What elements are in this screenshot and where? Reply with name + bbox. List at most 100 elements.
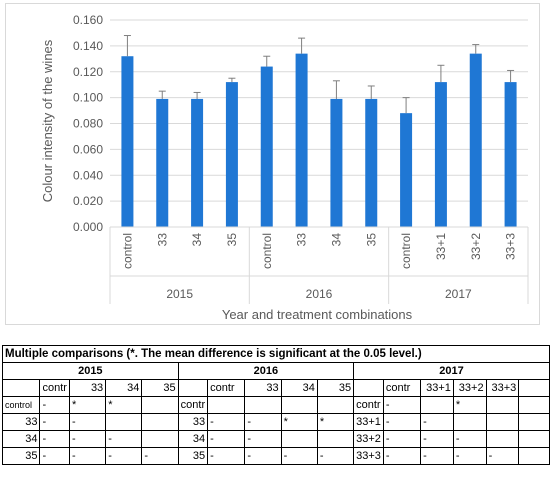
column-header: 35 (316, 379, 355, 397)
comparison-cell: - (420, 447, 454, 465)
error-bar (263, 55, 271, 67)
comparison-cell: - (207, 430, 246, 448)
comparison-cell (452, 413, 487, 431)
comparison-cell: - (452, 447, 487, 465)
table-row: 35- - - -35- - - -33+3- - - - (1, 447, 550, 465)
row-label: contr (353, 396, 384, 414)
comparison-cell (280, 396, 318, 414)
x-category-label: 35 (364, 233, 378, 247)
y-tick-label: 0.000 (73, 220, 103, 234)
comparison-cell: - (68, 447, 107, 465)
bar (504, 82, 517, 227)
comparison-cell: - (207, 413, 246, 431)
column-header: 33+3 (485, 379, 520, 397)
column-header: 34 (105, 379, 143, 397)
bar (225, 82, 238, 227)
year-header-2016: 2016 (177, 362, 355, 380)
bar (469, 53, 482, 228)
column-header: contr (39, 379, 70, 397)
row-label: 34 (1, 430, 41, 448)
comparison-cell (141, 413, 179, 431)
comparison-cell: * (280, 413, 318, 431)
y-tick-label: 0.080 (73, 117, 103, 131)
empty-cell (518, 430, 550, 448)
comparison-cell: - (382, 430, 422, 448)
table-header-row: contr 33 34 35 contr 33 34 35 contr 33+1 33+2 33+3 (1, 379, 550, 397)
year-header-2017: 2017 (353, 362, 550, 380)
comparison-cell (485, 430, 520, 448)
corner-cell (1, 379, 41, 397)
x-category-label: 34 (190, 233, 204, 247)
column-header: contr (207, 379, 246, 397)
column-header: 33+2 (452, 379, 487, 397)
comparison-cell: - (68, 413, 107, 431)
x-group-label: 2016 (306, 287, 333, 301)
comparison-cell (485, 413, 520, 431)
y-tick-label: 0.140 (73, 39, 103, 53)
comparison-cell: - (382, 447, 422, 465)
x-category-label: 33+1 (434, 233, 448, 260)
comparison-cell: - (280, 447, 318, 465)
table-title: Multiple comparisons (*. The mean differ… (2, 345, 550, 363)
row-label: 35 (177, 447, 209, 465)
comparison-cell: * (316, 413, 355, 431)
column-header: 33 (244, 379, 282, 397)
table-row: 34- - -34- -33+2- - - (1, 430, 550, 448)
comparison-cell: - (420, 430, 454, 448)
row-label: control (1, 396, 41, 414)
x-group-label: 2015 (166, 287, 193, 301)
empty-cell (518, 396, 550, 414)
comparison-cell (105, 413, 143, 431)
bar (260, 66, 273, 227)
y-tick-label: 0.060 (73, 142, 103, 156)
error-bar (367, 85, 375, 99)
row-label: 33+3 (353, 447, 384, 465)
comparison-cell: - (316, 447, 355, 465)
comparison-cell (420, 396, 454, 414)
year-header-2015: 2015 (2, 362, 179, 380)
comparison-cell (280, 430, 318, 448)
bar (191, 98, 204, 227)
y-tick-label: 0.100 (73, 91, 103, 105)
comparison-cell: - (452, 430, 487, 448)
comparison-cell: - (382, 396, 422, 414)
column-header: contr (382, 379, 422, 397)
error-bar (507, 69, 515, 83)
chart-area: 0.000 0.020 0.040 0.060 0.080 0.100 0.120 0.140… (5, 3, 540, 325)
y-tick-label: 0.120 (73, 65, 103, 79)
column-header: 33 (68, 379, 107, 397)
comparison-cell: - (420, 413, 454, 431)
multiple-comparisons-table: Multiple comparisons (*. The mean differ… (1, 345, 550, 465)
bar (330, 98, 343, 227)
y-tick-label: 0.040 (73, 168, 103, 182)
row-label: 33+2 (353, 430, 384, 448)
corner-cell (353, 379, 384, 397)
x-group-label: 2017 (445, 287, 472, 301)
comparison-cell: - (207, 447, 246, 465)
comparison-cell (141, 430, 179, 448)
comparison-cell: - (105, 447, 143, 465)
error-bar (228, 77, 236, 83)
empty-cell (518, 413, 550, 431)
table-row: 33- -33- - * * 33+1- - (1, 413, 550, 431)
comparison-cell: - (39, 447, 70, 465)
row-label: 35 (1, 447, 41, 465)
comparison-cell: - (39, 430, 70, 448)
comparison-cell (244, 396, 282, 414)
x-category-label: 35 (225, 233, 239, 247)
column-header: 35 (141, 379, 179, 397)
x-category-label: 33+2 (469, 233, 483, 260)
row-label: 33 (1, 413, 41, 431)
y-tick-label: 0.020 (73, 194, 103, 208)
x-category-label: control (260, 233, 274, 269)
comparison-cell: - (244, 447, 282, 465)
error-bar (332, 80, 340, 99)
comparison-cell: - (382, 413, 422, 431)
error-bar (402, 97, 410, 114)
x-category-label: 33 (155, 233, 169, 247)
comparison-cell (141, 396, 179, 414)
bar (156, 98, 169, 227)
comparison-cell: - (68, 430, 107, 448)
row-label: contr (177, 396, 209, 414)
comparison-cell: - (244, 430, 282, 448)
